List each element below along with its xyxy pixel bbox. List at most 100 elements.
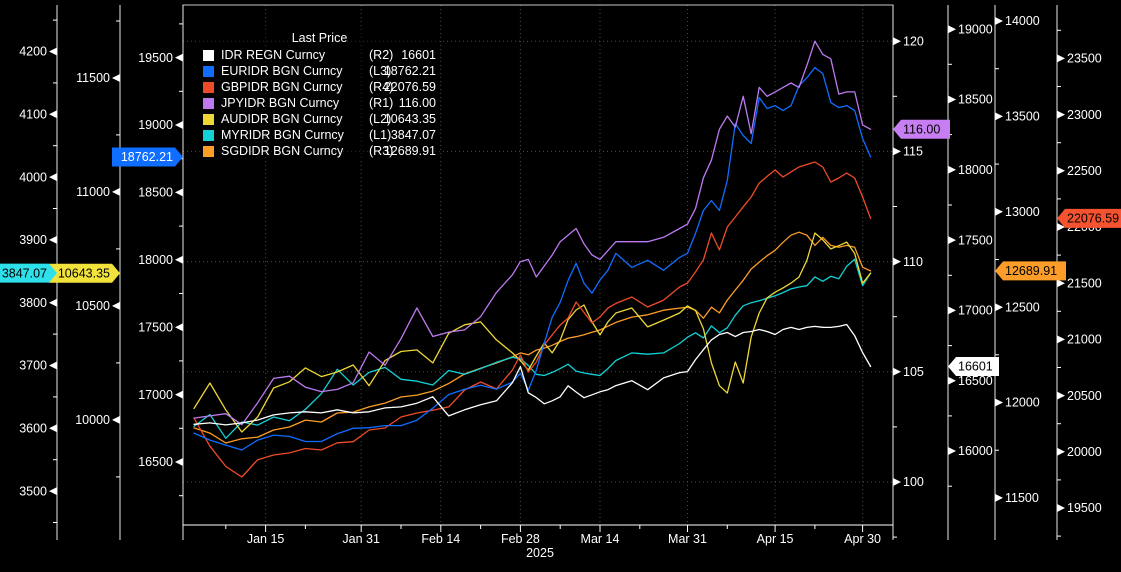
- legend-series-name: SGDIDR BGN Curncy: [221, 144, 344, 158]
- svg-text:17000: 17000: [138, 388, 173, 402]
- svg-text:3700: 3700: [19, 359, 47, 373]
- svg-text:116.00: 116.00: [903, 123, 940, 137]
- y-axis-R1: 120 115 110 105 100: [892, 5, 924, 540]
- y-axis-L3: 19500 19000 18500 18000 17500 17000 16500: [138, 5, 184, 540]
- svg-text:16500: 16500: [138, 455, 173, 469]
- series-line-JPYIDR: [193, 40, 872, 426]
- svg-text:19500: 19500: [1067, 501, 1102, 515]
- series-line-MYRIDR: [193, 258, 872, 439]
- legend-axis-ref: (R3): [369, 144, 394, 158]
- gridlines: [183, 5, 893, 525]
- svg-text:21500: 21500: [1067, 276, 1102, 290]
- svg-text:14000: 14000: [1005, 14, 1040, 28]
- legend-last-price: 3847.07: [390, 128, 436, 142]
- svg-text:13000: 13000: [1005, 205, 1040, 219]
- svg-text:Feb 14: Feb 14: [421, 532, 460, 546]
- svg-text:4200: 4200: [19, 45, 47, 59]
- legend-axis-ref: (L1): [369, 128, 392, 142]
- last-price-badge-AUDIDR: 10643.35: [49, 263, 120, 283]
- svg-text:19000: 19000: [958, 22, 993, 36]
- svg-text:Feb 28: Feb 28: [501, 532, 540, 546]
- svg-text:Mar 14: Mar 14: [581, 532, 620, 546]
- svg-text:4100: 4100: [19, 108, 47, 122]
- svg-text:10643.35: 10643.35: [58, 266, 110, 280]
- svg-text:18500: 18500: [138, 186, 173, 200]
- svg-text:16000: 16000: [958, 444, 993, 458]
- svg-text:22076.59: 22076.59: [1067, 212, 1119, 226]
- svg-text:3900: 3900: [19, 233, 47, 247]
- svg-text:17500: 17500: [958, 233, 993, 247]
- svg-text:19500: 19500: [138, 51, 173, 65]
- svg-text:11500: 11500: [1005, 491, 1039, 505]
- legend-item-SGDIDR[interactable]: SGDIDR BGN Curncy (R3) 12689.91: [199, 143, 440, 159]
- legend-item-MYRIDR[interactable]: MYRIDR BGN Curncy (L1) 3847.07: [199, 127, 440, 143]
- legend-last-price: 10643.35: [383, 112, 436, 126]
- last-price-badge-JPYIDR: 116.00: [893, 119, 950, 139]
- chart-legend: Last Price IDR REGN Curncy (R2) 16601 EURID…: [199, 29, 440, 159]
- svg-text:100: 100: [903, 475, 924, 489]
- legend-series-name: IDR REGN Curncy: [221, 48, 326, 62]
- svg-text:18500: 18500: [958, 93, 993, 107]
- svg-text:18000: 18000: [138, 253, 173, 267]
- series-line-AUDIDR: [193, 232, 872, 433]
- last-price-badge-IDR-REGN: 16601: [948, 357, 999, 376]
- svg-text:19000: 19000: [138, 118, 173, 132]
- series-line-IDR-REGN: [193, 323, 872, 426]
- svg-text:21000: 21000: [1067, 333, 1102, 347]
- svg-text:12500: 12500: [1005, 300, 1040, 314]
- svg-text:18000: 18000: [958, 163, 993, 177]
- legend-series-name: JPYIDR BGN Curncy: [221, 96, 340, 110]
- series-swatch-icon: [203, 98, 214, 109]
- legend-last-price: 12689.91: [383, 144, 436, 158]
- svg-text:115: 115: [903, 145, 923, 159]
- svg-text:105: 105: [903, 365, 924, 379]
- svg-text:20000: 20000: [1067, 445, 1102, 459]
- svg-text:110: 110: [903, 255, 923, 269]
- series-swatch-icon: [203, 82, 214, 93]
- last-price-badge-EURIDR: 18762.21: [112, 147, 183, 167]
- svg-text:17000: 17000: [958, 304, 993, 318]
- svg-text:12689.91: 12689.91: [1005, 264, 1057, 278]
- svg-text:12000: 12000: [1005, 396, 1040, 410]
- series-line-EURIDR: [193, 66, 872, 451]
- svg-text:Jan 15: Jan 15: [247, 532, 285, 546]
- svg-text:4000: 4000: [19, 170, 47, 184]
- svg-text:23000: 23000: [1067, 108, 1102, 122]
- svg-text:Apr 15: Apr 15: [757, 532, 794, 546]
- last-price-badge-SGDIDR: 12689.91: [995, 261, 1066, 281]
- svg-text:10000: 10000: [75, 413, 110, 427]
- legend-rows: IDR REGN Curncy (R2) 16601 EURIDR BGN Curnc…: [199, 47, 440, 159]
- last-price-badge-GBPIDR: 22076.59: [1057, 208, 1121, 228]
- y-axis-L2: 11500 11000 10500 10000: [75, 5, 121, 540]
- series-line-SGDIDR: [193, 231, 872, 444]
- svg-text:23500: 23500: [1067, 52, 1102, 66]
- legend-last-price: 116.00: [398, 96, 436, 110]
- legend-item-GBPIDR[interactable]: GBPIDR BGN Curncy (R4) 22076.59: [199, 79, 440, 95]
- legend-item-JPYIDR[interactable]: JPYIDR BGN Curncy (R1) 116.00: [199, 95, 440, 111]
- legend-item-AUDIDR[interactable]: AUDIDR BGN Curncy (L2) 10643.35: [199, 111, 440, 127]
- svg-text:10500: 10500: [75, 299, 110, 313]
- svg-text:120: 120: [903, 34, 924, 48]
- svg-text:Apr 30: Apr 30: [844, 532, 881, 546]
- last-price-badge-MYRIDR: 3847.07: [0, 263, 57, 283]
- y-axis-R3: 14000 13500 13000 12500 12000 11500: [994, 5, 1040, 540]
- svg-text:Mar 31: Mar 31: [668, 532, 707, 546]
- legend-series-name: MYRIDR BGN Curncy: [221, 128, 344, 142]
- legend-series-name: AUDIDR BGN Curncy: [221, 112, 343, 126]
- svg-text:18762.21: 18762.21: [121, 150, 173, 164]
- svg-text:11000: 11000: [76, 185, 110, 199]
- series-swatch-icon: [203, 66, 214, 77]
- svg-text:16601: 16601: [958, 360, 993, 374]
- svg-text:20500: 20500: [1067, 389, 1102, 403]
- legend-axis-ref: (R2): [369, 48, 394, 62]
- svg-text:13500: 13500: [1005, 110, 1040, 124]
- svg-text:22500: 22500: [1067, 164, 1102, 178]
- legend-item-IDR-REGN[interactable]: IDR REGN Curncy (R2) 16601: [199, 47, 440, 63]
- legend-item-EURIDR[interactable]: EURIDR BGN Curncy (L3) 18762.21: [199, 63, 440, 79]
- legend-axis-ref: (R4): [369, 80, 394, 94]
- legend-last-price: 18762.21: [383, 64, 436, 78]
- series-lines: [193, 40, 872, 478]
- legend-last-price: 22076.59: [383, 80, 436, 94]
